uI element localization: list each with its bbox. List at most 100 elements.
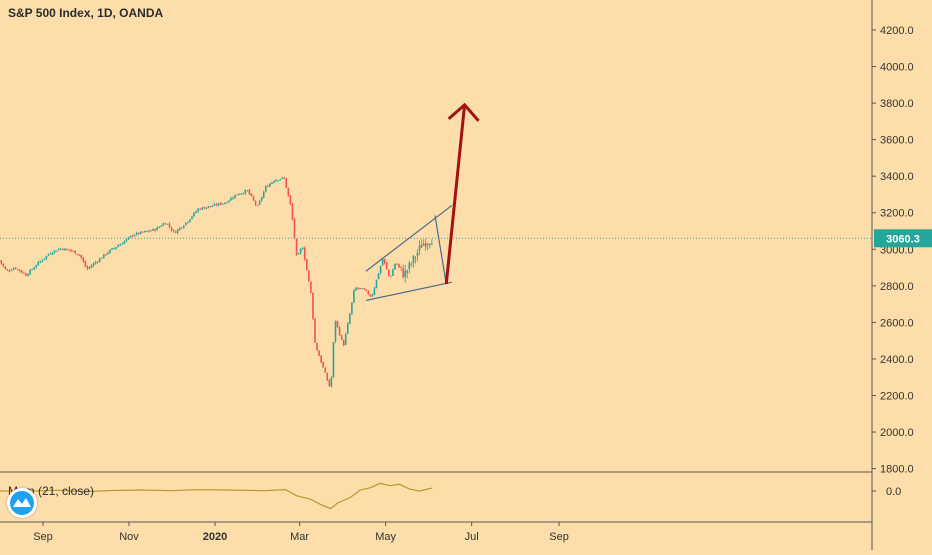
y-tick-label: 2000.0 (880, 427, 914, 439)
candles-group (0, 177, 433, 388)
candle-body (54, 250, 56, 252)
candle-body (64, 249, 66, 251)
candle-body (370, 295, 372, 296)
candle-body (337, 321, 339, 327)
candle-body (312, 293, 314, 319)
candle-body (283, 178, 285, 179)
candle-body (372, 295, 374, 297)
candle-body (3, 264, 5, 267)
candle-body (21, 271, 23, 273)
candle-body (173, 230, 175, 231)
candle-body (206, 207, 208, 209)
candle-body (265, 186, 267, 191)
candle-body (136, 233, 138, 235)
candle-body (142, 232, 144, 233)
candle-body (177, 229, 179, 233)
candle-body (335, 321, 337, 341)
candle-body (304, 248, 306, 260)
y-tick-label: 3600.0 (880, 135, 914, 147)
candle-body (357, 288, 359, 289)
candle-body (417, 253, 419, 256)
candle-body (179, 228, 181, 230)
candle-body (222, 204, 224, 205)
candle-body (386, 263, 388, 269)
candle-body (421, 245, 423, 248)
candle-body (199, 209, 201, 210)
candle-body (154, 229, 156, 230)
y-tick-label: 2600.0 (880, 317, 914, 329)
candle-body (396, 264, 398, 265)
candle-body (181, 228, 183, 229)
candle-body (388, 270, 390, 276)
candle-body (50, 254, 52, 255)
candle-body (298, 253, 300, 254)
candle-body (216, 204, 218, 205)
candle-body (15, 268, 17, 269)
candle-body (242, 193, 244, 194)
candle-body (224, 203, 226, 204)
candle-body (121, 244, 123, 245)
candle-body (44, 258, 46, 259)
candle-body (99, 258, 101, 262)
candle-body (97, 262, 99, 263)
candle-body (171, 228, 173, 231)
candle-body (320, 356, 322, 363)
candle-body (93, 263, 95, 265)
candle-body (361, 288, 363, 289)
candle-body (306, 259, 308, 270)
candle-body (167, 224, 169, 225)
candle-body (70, 250, 72, 251)
candle-body (23, 273, 25, 274)
y-tick-label: 4200.0 (880, 25, 914, 37)
tradingview-logo (7, 488, 37, 518)
candle-body (191, 216, 193, 218)
candle-body (169, 224, 171, 227)
candle-body (132, 236, 134, 237)
candle-body (52, 253, 54, 254)
candle-body (25, 274, 27, 276)
candle-body (214, 204, 216, 205)
candle-body (302, 248, 304, 249)
candle-body (189, 219, 191, 222)
candle-body (413, 256, 415, 263)
candle-body (62, 249, 64, 250)
candle-body (427, 244, 429, 245)
candle-body (218, 203, 220, 205)
candle-body (398, 264, 400, 267)
candle-body (234, 195, 236, 198)
candle-body (66, 249, 68, 250)
candle-body (203, 207, 205, 208)
candle-body (411, 264, 413, 265)
candle-body (148, 231, 150, 232)
candle-body (72, 251, 74, 252)
candle-body (341, 335, 343, 340)
candle-body (27, 274, 29, 276)
candle-body (292, 204, 294, 219)
candle-body (261, 197, 263, 200)
candle-body (29, 270, 31, 275)
candle-body (378, 274, 380, 279)
candle-body (111, 248, 113, 249)
x-tick-label: Mar (290, 531, 309, 543)
candle-body (138, 233, 140, 234)
target-arrow-shaft (446, 105, 464, 284)
candle-body (37, 262, 39, 265)
candle-body (7, 270, 9, 271)
logo-mark-icon (7, 488, 37, 518)
candle-body (402, 268, 404, 277)
candle-body (374, 288, 376, 295)
candle-body (255, 201, 257, 205)
candle-body (115, 247, 117, 249)
candle-body (197, 209, 199, 212)
candle-body (365, 289, 367, 291)
candle-body (296, 239, 298, 255)
candle-body (380, 266, 382, 273)
candle-body (183, 226, 185, 228)
candle-body (419, 245, 421, 250)
candle-body (146, 231, 148, 232)
candle-body (195, 211, 197, 213)
candle-body (279, 179, 281, 180)
candle-body (201, 207, 203, 209)
